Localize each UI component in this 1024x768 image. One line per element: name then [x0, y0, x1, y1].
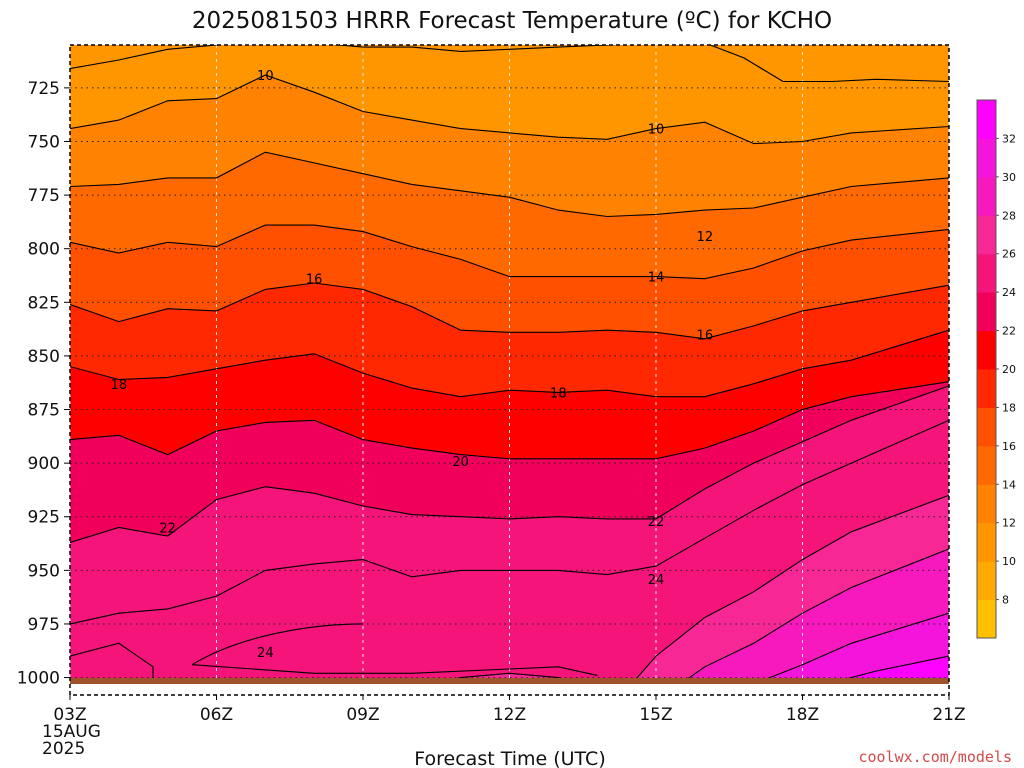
colorbar-swatch-1	[977, 561, 996, 601]
contour-label-18: 18	[111, 378, 128, 393]
y-tick-label-725: 725	[28, 79, 60, 99]
isotherm-12	[70, 74, 949, 145]
x-tick-label-09Z: 09Z	[346, 705, 379, 725]
y-tick-label-800: 800	[28, 240, 60, 260]
colorbar-swatch-9	[977, 253, 996, 293]
contour-label-24: 24	[648, 573, 665, 588]
colorbar-label-20: 20	[1002, 363, 1016, 376]
colorbar-swatch-4	[977, 445, 996, 485]
source-credit: coolwx.com/models	[858, 748, 1012, 766]
y-tick-label-850: 850	[28, 347, 60, 367]
contour-label-10: 10	[257, 69, 274, 84]
y-tick-label-925: 925	[28, 508, 60, 528]
isotherm-10	[70, 45, 949, 83]
x-tick-label-03Z: 03Z	[53, 705, 86, 725]
colorbar-label-16: 16	[1002, 440, 1016, 453]
contour-label-24: 24	[257, 646, 274, 661]
temperature-bands	[70, 45, 949, 684]
colorbar-swatch-0	[977, 599, 996, 639]
contour-label-16: 16	[697, 328, 714, 343]
colorbar-label-32: 32	[1002, 132, 1016, 145]
ground-strip	[70, 678, 949, 684]
colorbar-label-22: 22	[1002, 325, 1016, 338]
y-tick-label-875: 875	[28, 401, 60, 421]
isotherm-18	[70, 282, 949, 340]
plot-area: 10 10 12 14 16 16 18 18 20 22 22 24 24	[70, 45, 949, 684]
y-tick-label-750: 750	[28, 132, 60, 152]
chart-title: 2025081503 HRRR Forecast Temperature (ºC…	[192, 8, 832, 34]
temperature-colorbar: 8 10 12 14 16 18 20 22 24 26 28 30 32	[976, 99, 1016, 639]
x-tick-label-06Z: 06Z	[200, 705, 233, 725]
x-tick-label-18Z: 18Z	[786, 705, 819, 725]
x-axis-title: Forecast Time (UTC)	[414, 748, 605, 768]
x-tick-label-21Z: 21Z	[932, 705, 965, 725]
colorbar-swatch-8	[977, 292, 996, 332]
x-tick-label-15Z: 15Z	[639, 705, 672, 725]
colorbar-swatch-13	[977, 100, 996, 139]
colorbar-swatch-3	[977, 484, 996, 524]
contour-labels: 10 10 12 14 16 16 18 18 20 22 22 24 24	[111, 69, 714, 661]
isotherm-contours	[70, 45, 949, 684]
contour-label-18: 18	[550, 386, 567, 401]
isotherm-24	[70, 385, 949, 544]
isotherm-20	[70, 329, 949, 398]
colorbar-swatch-12	[977, 138, 996, 178]
colorbar-swatch-7	[977, 330, 996, 370]
colorbar-label-28: 28	[1002, 209, 1016, 222]
y-tick-label-1000: 1000	[17, 669, 60, 689]
colorbar-swatch-5	[977, 407, 996, 447]
contour-label-22: 22	[159, 521, 176, 536]
warm-band-4	[826, 656, 949, 684]
y-tick-label-900: 900	[28, 454, 60, 474]
contour-label-22: 22	[648, 515, 665, 530]
colorbar-label-8: 8	[1002, 594, 1009, 607]
colorbar-label-24: 24	[1002, 286, 1016, 299]
contour-label-12: 12	[697, 230, 714, 245]
contour-label-14: 14	[648, 271, 665, 286]
isotherm-warm-1	[436, 494, 949, 684]
x-tick-label-12Z: 12Z	[493, 705, 526, 725]
y-tick-label-950: 950	[28, 561, 60, 581]
y-tick-label-775: 775	[28, 186, 60, 206]
colorbar-swatch-6	[977, 369, 996, 408]
colorbar-label-14: 14	[1002, 478, 1016, 491]
colorbar-swatch-11	[977, 176, 996, 216]
isotherm-22	[70, 381, 949, 460]
isotherm-surface	[192, 664, 598, 676]
contour-label-16: 16	[306, 273, 323, 288]
x-date-label-1: 2025	[42, 739, 85, 759]
contour-label-10: 10	[648, 123, 665, 138]
y-tick-label-975: 975	[28, 615, 60, 635]
isotherm-16	[70, 224, 949, 280]
colorbar-swatch-10	[977, 215, 996, 255]
y-axis-pressure: 725 750 775 800 825 850 875 900 925 950 975 1000	[17, 79, 70, 689]
isotherm-warm-2	[680, 548, 949, 684]
y-tick-label-825: 825	[28, 293, 60, 313]
contour-label-20: 20	[452, 455, 469, 470]
isotherm-inner	[191, 623, 364, 666]
colorbar-label-18: 18	[1002, 401, 1016, 414]
isotherm-warm-3	[753, 612, 949, 684]
colorbar-label-12: 12	[1002, 517, 1016, 530]
colorbar-label-26: 26	[1002, 248, 1016, 261]
isotherm-14	[70, 151, 949, 218]
isotherm-warm-0	[70, 419, 949, 625]
colorbar-label-10: 10	[1002, 555, 1016, 568]
colorbar-label-30: 30	[1002, 171, 1016, 184]
colorbar-swatch-2	[977, 522, 996, 562]
x-date-label-0: 15AUG	[42, 722, 101, 742]
